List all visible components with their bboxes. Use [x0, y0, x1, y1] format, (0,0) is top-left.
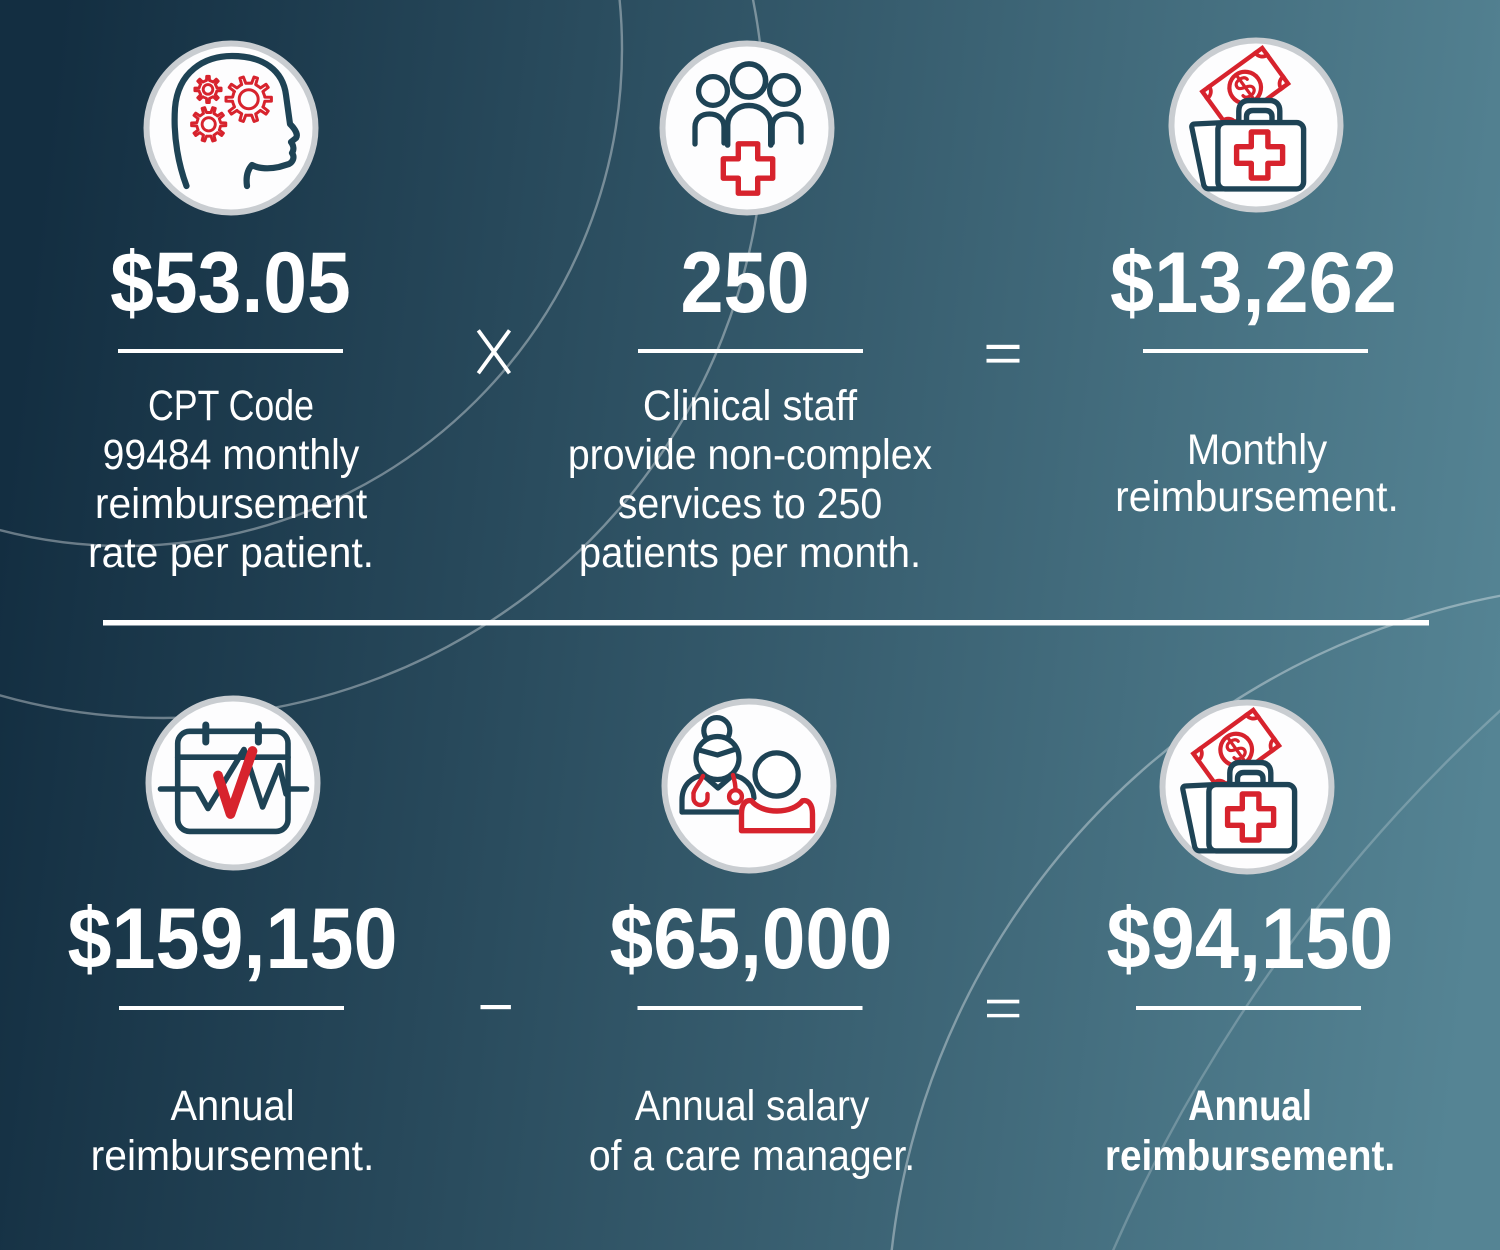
svg-text:99484 monthly: 99484 monthly [103, 430, 360, 478]
svg-text:Annual: Annual [170, 1081, 294, 1130]
svg-text:$13,262: $13,262 [1110, 234, 1397, 331]
svg-text:$65,000: $65,000 [610, 892, 893, 987]
svg-text:patients per month.: patients per month. [579, 528, 921, 577]
svg-text:rate per patient.: rate per patient. [88, 528, 374, 576]
svg-text:reimbursement: reimbursement [95, 479, 368, 527]
svg-text:reimbursement.: reimbursement. [91, 1131, 375, 1179]
svg-text:reimbursement.: reimbursement. [1105, 1131, 1395, 1179]
svg-text:Annual: Annual [1188, 1082, 1312, 1129]
svg-text:of a care manager.: of a care manager. [589, 1131, 915, 1179]
svg-text:CPT Code: CPT Code [148, 382, 314, 430]
svg-text:250: 250 [680, 235, 809, 331]
svg-text:$159,150: $159,150 [68, 890, 398, 987]
svg-text:Clinical staff: Clinical staff [643, 381, 858, 430]
svg-text:reimbursement.: reimbursement. [1115, 472, 1399, 520]
svg-text:provide non-complex: provide non-complex [568, 430, 933, 478]
svg-text:$53.05: $53.05 [110, 235, 351, 331]
svg-text:Monthly: Monthly [1187, 425, 1327, 474]
svg-text:$94,150: $94,150 [1107, 890, 1394, 987]
svg-text:Annual salary: Annual salary [635, 1081, 870, 1129]
svg-text:services to 250: services to 250 [618, 479, 883, 527]
